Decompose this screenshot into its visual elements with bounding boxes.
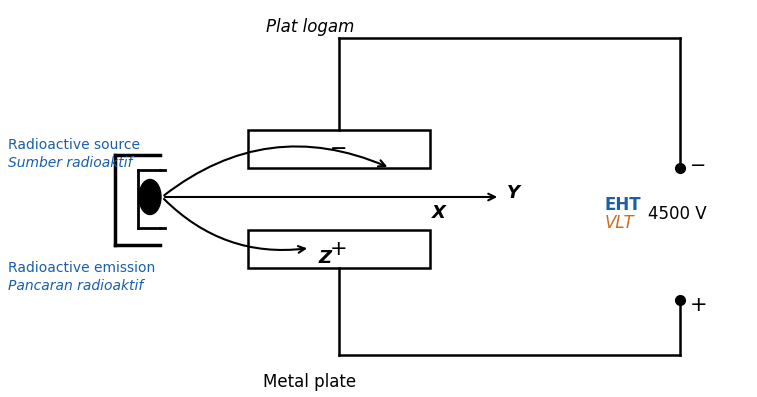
Text: X: X [432, 204, 446, 222]
Text: Metal plate: Metal plate [263, 373, 357, 391]
Text: −: − [330, 139, 347, 159]
Ellipse shape [139, 179, 161, 214]
Text: Sumber radioaktif: Sumber radioaktif [8, 156, 132, 170]
Text: Y: Y [507, 184, 520, 202]
Text: Plat logam: Plat logam [266, 18, 354, 36]
Text: 4500 V: 4500 V [648, 205, 706, 223]
Text: Pancaran radioaktif: Pancaran radioaktif [8, 279, 143, 293]
Text: +: + [690, 295, 708, 315]
Text: −: − [690, 156, 706, 175]
Text: +: + [330, 239, 347, 259]
Bar [248, 230, 430, 268]
Text: EHT: EHT [605, 196, 642, 214]
Text: Z: Z [318, 249, 331, 267]
Bar [248, 130, 430, 168]
Text: VLT: VLT [605, 214, 634, 232]
Text: Radioactive emission: Radioactive emission [8, 261, 155, 275]
Text: Radioactive source: Radioactive source [8, 138, 140, 152]
